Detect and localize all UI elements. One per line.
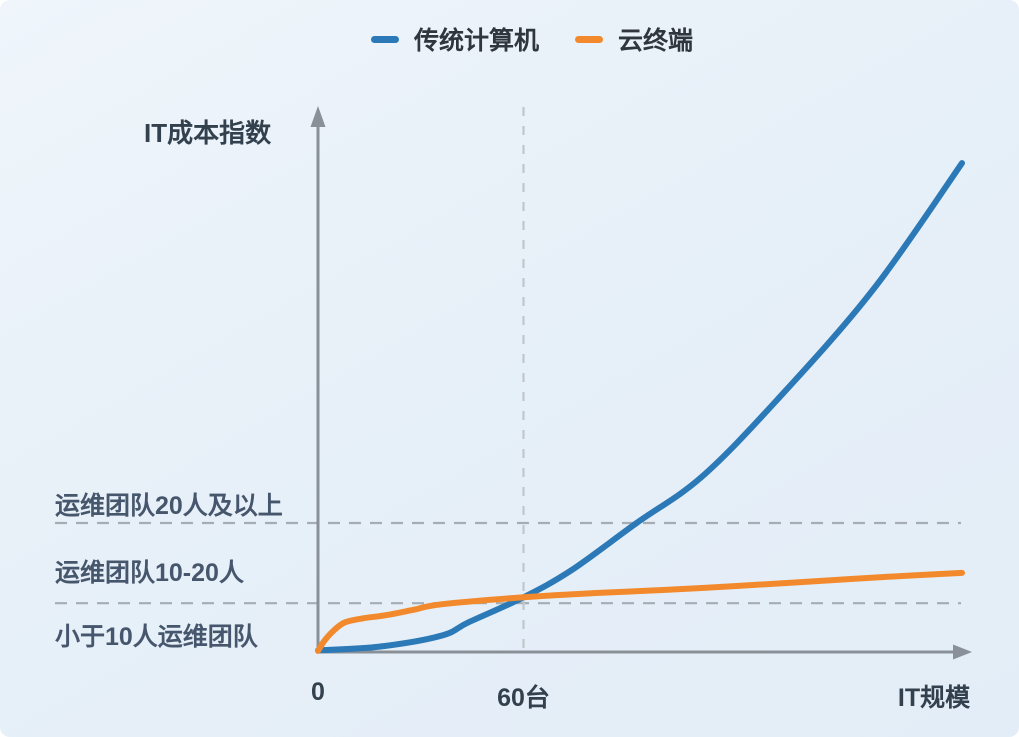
zone-label-team-20-plus: 运维团队20人及以上 xyxy=(55,492,283,520)
legend-swatch-cloud-terminal xyxy=(575,35,604,43)
legend-label-traditional-pc: 传统计算机 xyxy=(414,27,540,55)
x-axis-arrow-icon xyxy=(953,644,972,660)
zone-label-team-10-20: 运维团队10-20人 xyxy=(55,559,244,587)
series-line-traditional-pc xyxy=(315,160,965,654)
legend-swatch-traditional-pc xyxy=(371,35,399,43)
y-axis-arrow-icon xyxy=(310,106,326,127)
x-axis-title: IT规模 xyxy=(897,684,971,712)
x-tick-60: 60台 xyxy=(497,684,550,712)
x-tick-0: 0 xyxy=(311,678,325,706)
zone-label-team-under-10: 小于10人运维团队 xyxy=(55,623,258,651)
y-axis-title: IT成本指数 xyxy=(144,118,272,148)
legend-label-cloud-terminal: 云终端 xyxy=(618,27,694,55)
legend: 传统计算机 云终端 xyxy=(371,25,693,55)
series-line-cloud-terminal xyxy=(315,569,965,654)
